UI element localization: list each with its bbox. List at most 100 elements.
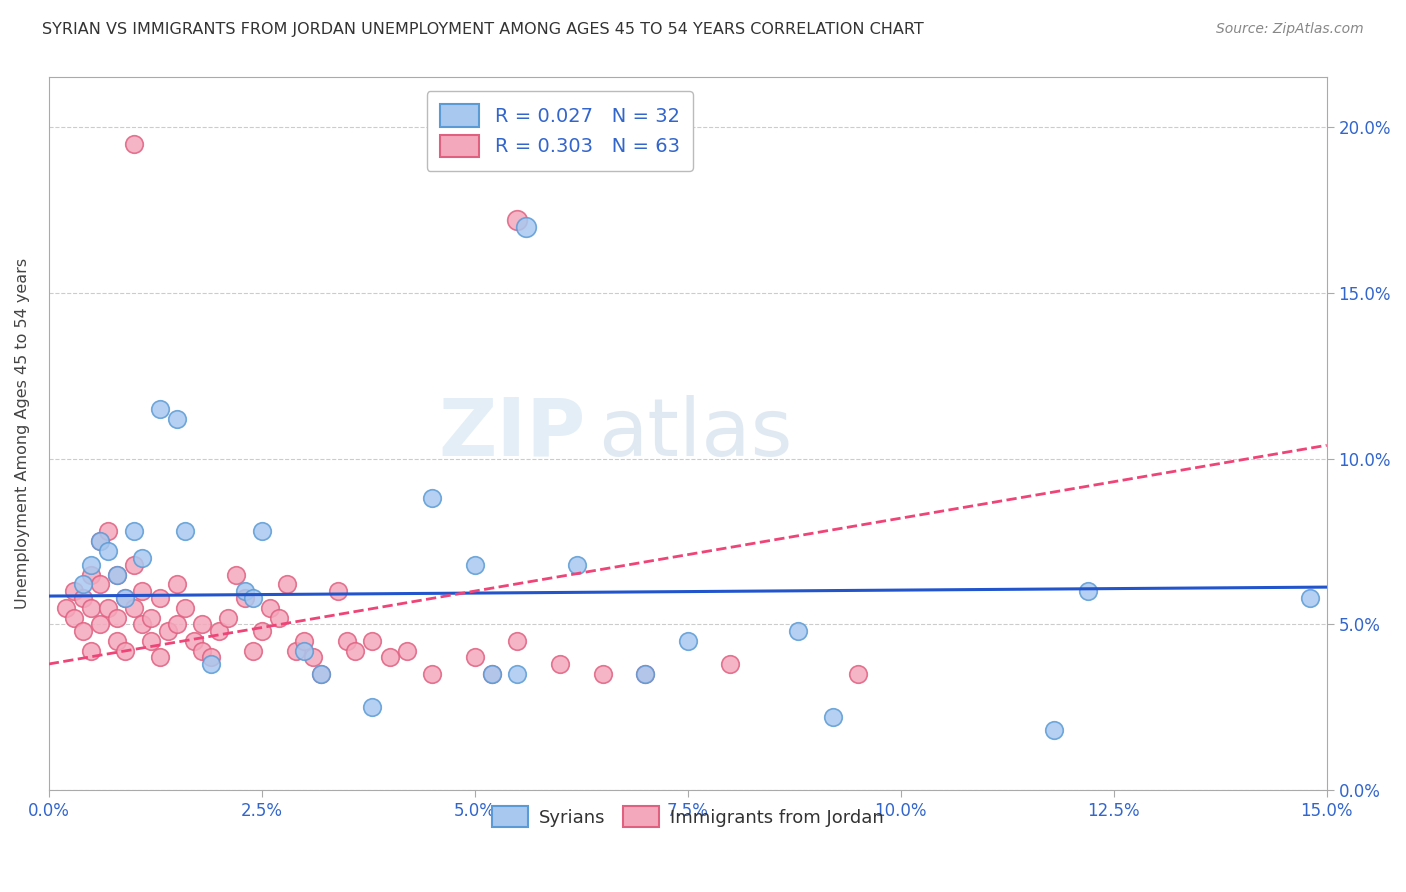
Point — [89, 534, 111, 549]
Point — [242, 591, 264, 605]
Point — [328, 584, 350, 599]
Point — [72, 624, 94, 638]
Point — [233, 584, 256, 599]
Point — [72, 591, 94, 605]
Point — [292, 644, 315, 658]
Point — [80, 644, 103, 658]
Point — [634, 667, 657, 681]
Point — [506, 633, 529, 648]
Point — [676, 633, 699, 648]
Point — [131, 584, 153, 599]
Y-axis label: Unemployment Among Ages 45 to 54 years: Unemployment Among Ages 45 to 54 years — [15, 258, 30, 609]
Point — [166, 411, 188, 425]
Point — [464, 650, 486, 665]
Point — [276, 577, 298, 591]
Point — [787, 624, 810, 638]
Point — [225, 567, 247, 582]
Point — [846, 667, 869, 681]
Point — [395, 644, 418, 658]
Point — [302, 650, 325, 665]
Point — [122, 558, 145, 572]
Point — [80, 567, 103, 582]
Point — [233, 591, 256, 605]
Point — [548, 657, 571, 671]
Text: atlas: atlas — [599, 394, 793, 473]
Point — [148, 650, 170, 665]
Point — [105, 633, 128, 648]
Point — [634, 667, 657, 681]
Point — [464, 558, 486, 572]
Point — [63, 584, 86, 599]
Point — [481, 667, 503, 681]
Legend: Syrians, Immigrants from Jordan: Syrians, Immigrants from Jordan — [485, 799, 891, 834]
Point — [122, 524, 145, 539]
Point — [267, 610, 290, 624]
Point — [1043, 723, 1066, 738]
Point — [242, 644, 264, 658]
Point — [183, 633, 205, 648]
Point — [506, 667, 529, 681]
Point — [217, 610, 239, 624]
Point — [157, 624, 180, 638]
Point — [336, 633, 359, 648]
Point — [208, 624, 231, 638]
Point — [105, 610, 128, 624]
Point — [259, 600, 281, 615]
Point — [131, 617, 153, 632]
Point — [55, 600, 77, 615]
Text: ZIP: ZIP — [439, 394, 585, 473]
Point — [131, 551, 153, 566]
Point — [361, 633, 384, 648]
Point — [97, 524, 120, 539]
Point — [80, 558, 103, 572]
Point — [174, 600, 197, 615]
Point — [565, 558, 588, 572]
Point — [1077, 584, 1099, 599]
Point — [148, 591, 170, 605]
Point — [114, 591, 136, 605]
Point — [122, 136, 145, 151]
Point — [89, 534, 111, 549]
Point — [114, 591, 136, 605]
Point — [72, 577, 94, 591]
Point — [139, 610, 162, 624]
Point — [174, 524, 197, 539]
Point — [311, 667, 333, 681]
Point — [506, 213, 529, 227]
Point — [292, 633, 315, 648]
Point — [166, 617, 188, 632]
Point — [420, 491, 443, 506]
Point — [250, 524, 273, 539]
Point — [311, 667, 333, 681]
Point — [592, 667, 614, 681]
Point — [122, 600, 145, 615]
Point — [89, 577, 111, 591]
Text: Source: ZipAtlas.com: Source: ZipAtlas.com — [1216, 22, 1364, 37]
Point — [114, 644, 136, 658]
Point — [481, 667, 503, 681]
Point — [1298, 591, 1320, 605]
Point — [361, 700, 384, 714]
Point — [63, 610, 86, 624]
Point — [378, 650, 401, 665]
Point — [148, 401, 170, 416]
Point — [166, 577, 188, 591]
Point — [515, 219, 537, 234]
Point — [191, 644, 214, 658]
Point — [200, 657, 222, 671]
Point — [284, 644, 307, 658]
Point — [97, 600, 120, 615]
Point — [191, 617, 214, 632]
Point — [105, 567, 128, 582]
Point — [250, 624, 273, 638]
Text: SYRIAN VS IMMIGRANTS FROM JORDAN UNEMPLOYMENT AMONG AGES 45 TO 54 YEARS CORRELAT: SYRIAN VS IMMIGRANTS FROM JORDAN UNEMPLO… — [42, 22, 924, 37]
Point — [200, 650, 222, 665]
Point — [718, 657, 741, 671]
Point — [105, 567, 128, 582]
Point — [97, 544, 120, 558]
Point — [344, 644, 367, 658]
Point — [139, 633, 162, 648]
Point — [821, 710, 844, 724]
Point — [89, 617, 111, 632]
Point — [420, 667, 443, 681]
